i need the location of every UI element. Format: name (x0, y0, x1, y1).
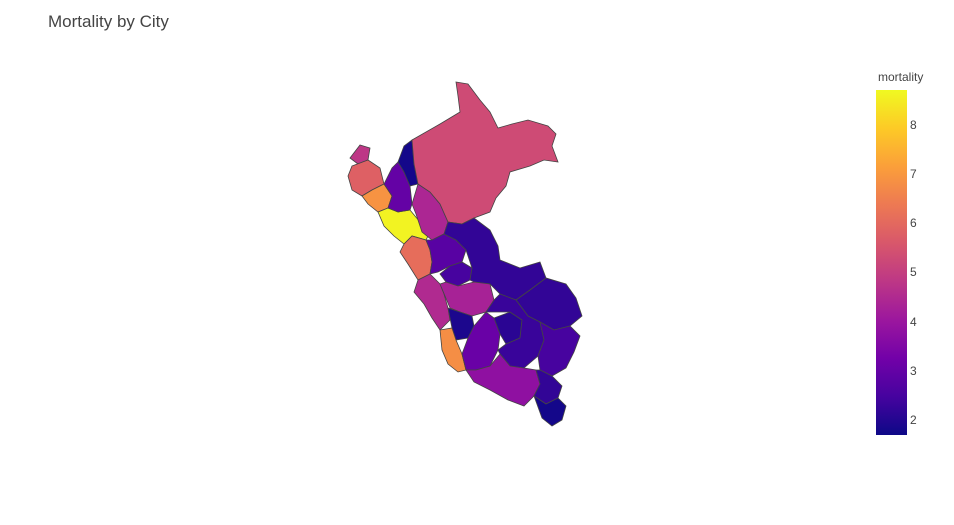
colorbar-tick-label: 8 (910, 117, 917, 132)
region-pasco[interactable] (439, 261, 473, 287)
colorbar (876, 90, 907, 435)
colorbar-title: mortality (878, 70, 924, 84)
colorbar-tick-label: 7 (910, 166, 917, 181)
colorbar-tick-label: 6 (910, 216, 917, 231)
colorbar-tick-label: 2 (910, 413, 917, 428)
region-loreto[interactable] (411, 81, 559, 225)
chart-title: Mortality by City (48, 12, 169, 31)
region-tacna[interactable] (533, 394, 567, 427)
colorbar-tick-label: 3 (910, 363, 917, 378)
region-tumbes[interactable] (349, 144, 371, 165)
colorbar-tick-label: 4 (910, 314, 917, 329)
colorbar-tick-label: 5 (910, 265, 917, 280)
region-puno[interactable] (537, 321, 581, 377)
